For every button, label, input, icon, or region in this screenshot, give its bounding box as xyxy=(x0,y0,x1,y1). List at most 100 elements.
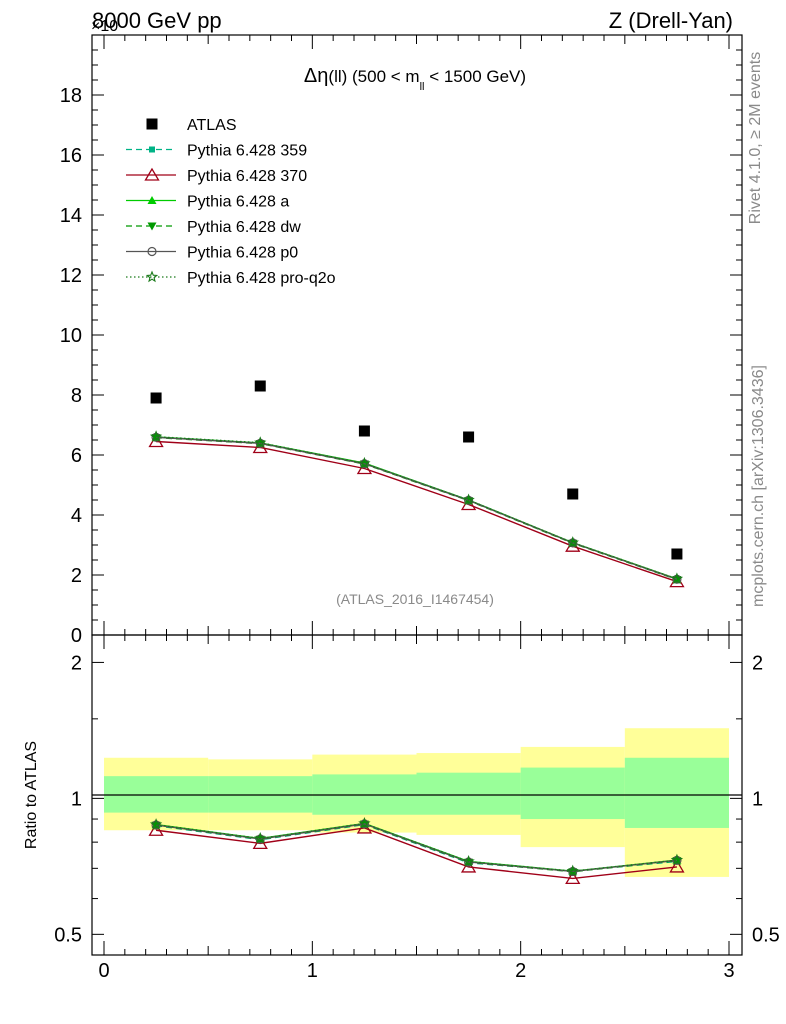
ratio-y-axis-label: Ratio to ATLAS xyxy=(23,741,40,849)
data-point-pq2o xyxy=(358,456,371,469)
series-pdw xyxy=(151,434,682,584)
ratio-y-tick-label-left: 1 xyxy=(71,788,82,810)
legend-item-pa: Pythia 6.428 a xyxy=(126,194,289,211)
ratio-y-tick-label-left: 2 xyxy=(71,652,82,674)
ratio-x-tick-label: 1 xyxy=(307,960,318,982)
title-subscript: ll xyxy=(420,81,425,93)
axis-exponent-label: ×10 xyxy=(91,18,118,35)
series-pa xyxy=(151,432,682,583)
title-tail: < 1500 GeV) xyxy=(424,67,526,86)
data-point-atlas xyxy=(567,488,579,500)
series-line-pa xyxy=(156,436,678,580)
series-line-pp0 xyxy=(156,436,678,580)
series-line-p359 xyxy=(156,436,678,580)
legend-label-p370: Pythia 6.428 370 xyxy=(187,168,307,185)
legend-marker-pp0 xyxy=(147,246,157,257)
main-y-tick-label: 2 xyxy=(71,565,82,587)
ratio-x-axis: 0 1 2 3 xyxy=(98,635,735,982)
legend-label-atlas: ATLAS xyxy=(187,117,237,134)
header-energy-label: 8000 GeV pp xyxy=(92,8,222,33)
analysis-watermark: (ATLAS_2016_I1467454) xyxy=(336,591,494,607)
legend-label-pa: Pythia 6.428 a xyxy=(187,194,289,211)
data-point-pq2o xyxy=(462,493,475,506)
legend-label-pp0: Pythia 6.428 p0 xyxy=(187,245,298,262)
main-y-tick-label: 6 xyxy=(71,445,82,467)
ratio-y-tick-label-left: 0.5 xyxy=(54,924,82,946)
main-x-ticks xyxy=(103,35,730,635)
legend-label-pdw: Pythia 6.428 dw xyxy=(187,219,301,236)
series-line-pdw xyxy=(156,436,678,581)
legend-marker-pdw xyxy=(147,222,157,231)
legend-marker-pq2o xyxy=(145,270,159,283)
data-point-pq2o xyxy=(149,430,163,442)
main-y-axis: 0 2 4 6 8 10 12 14 16 18 xyxy=(60,49,742,647)
legend-marker-p370 xyxy=(144,167,160,181)
main-y-tick-label: 18 xyxy=(60,85,82,107)
ratio-uncertainty-bands xyxy=(104,728,729,877)
plot-title: Δη(ll) (500 < mll < 1500 GeV) xyxy=(304,65,526,93)
ratio-point-pq2o xyxy=(670,853,684,866)
main-y-tick-label: 8 xyxy=(71,385,82,407)
ratio-point-pq2o xyxy=(462,854,475,867)
ratio-panel: 0.5 0.5 1 1 2 2 0 1 2 3 Ratio to ATLAS xyxy=(23,634,780,982)
ratio-point-pdw xyxy=(151,821,161,830)
ratio-band-inner xyxy=(208,776,313,813)
ratio-point-pq2o xyxy=(149,818,163,830)
main-y-tick-label: 0 xyxy=(71,625,82,647)
data-point-atlas xyxy=(671,548,683,560)
mcplots-source-label: mcplots.cern.ch [arXiv:1306.3436] xyxy=(750,365,767,607)
ratio-band-inner xyxy=(104,776,209,813)
ratio-y-tick-label-right: 1 xyxy=(752,788,763,810)
series-line-pq2o xyxy=(156,436,678,580)
ratio-point-pq2o xyxy=(566,864,579,877)
legend-item-pp0: Pythia 6.428 p0 xyxy=(126,245,298,262)
legend-marker-pa xyxy=(147,196,157,204)
main-y-tick-label: 14 xyxy=(60,205,82,227)
ratio-x-tick-label: 2 xyxy=(515,960,526,982)
ratio-series-pq2o xyxy=(149,816,684,877)
legend-item-atlas: ATLAS xyxy=(146,117,237,134)
data-point-pdw xyxy=(151,434,161,443)
series-p370 xyxy=(148,434,685,588)
legend-label-pq2o: Pythia 6.428 pro-q2o xyxy=(187,270,336,287)
data-point-pq2o xyxy=(566,536,579,548)
legend-item-p359: Pythia 6.428 359 xyxy=(126,143,307,160)
data-point-atlas xyxy=(358,425,370,437)
series-pq2o xyxy=(149,430,684,585)
ratio-line-p370 xyxy=(155,827,677,880)
ratio-point-pq2o xyxy=(254,832,267,844)
ratio-band-inner xyxy=(624,757,729,828)
data-point-pq2o xyxy=(670,572,684,585)
ratio-point-p370 xyxy=(148,822,164,836)
ratio-point-pq2o xyxy=(358,816,371,829)
ratio-point-p370 xyxy=(565,871,581,885)
series-atlas xyxy=(150,380,683,560)
header-process-label: Z (Drell-Yan) xyxy=(609,8,733,33)
legend-item-p370: Pythia 6.428 370 xyxy=(126,167,307,185)
data-point-atlas xyxy=(150,392,162,404)
data-point-atlas xyxy=(254,380,266,392)
series-line-p370 xyxy=(156,440,678,583)
ratio-line-pp0 xyxy=(155,823,677,873)
ratio-series xyxy=(148,816,685,885)
title-delta-eta: Δη xyxy=(304,65,328,87)
legend-marker-atlas xyxy=(146,118,158,130)
main-y-tick-label: 12 xyxy=(60,265,82,287)
main-panel: 0 2 4 6 8 10 12 14 16 18 Δη(ll) (500 < mll < 1500… xyxy=(60,34,743,647)
legend-label-p359: Pythia 6.428 359 xyxy=(187,143,307,160)
ratio-point-pdw xyxy=(255,835,265,844)
title-main: (ll) (500 < m xyxy=(328,67,419,86)
legend-item-pdw: Pythia 6.428 dw xyxy=(126,219,301,236)
ratio-y-axis: 0.5 0.5 1 1 2 2 xyxy=(54,652,780,946)
legend-item-pq2o: Pythia 6.428 pro-q2o xyxy=(126,270,336,287)
data-point-atlas xyxy=(463,431,475,443)
rivet-version-label: Rivet 4.1.0, ≥ 2M events xyxy=(747,52,764,224)
ratio-band-inner xyxy=(520,767,625,820)
ratio-y-tick-label-right: 0.5 xyxy=(752,924,780,946)
main-y-tick-label: 4 xyxy=(71,505,82,527)
ratio-x-tick-label: 0 xyxy=(98,960,109,982)
main-series xyxy=(148,380,685,588)
series-p359 xyxy=(153,434,680,583)
legend-marker-p359 xyxy=(149,146,155,153)
